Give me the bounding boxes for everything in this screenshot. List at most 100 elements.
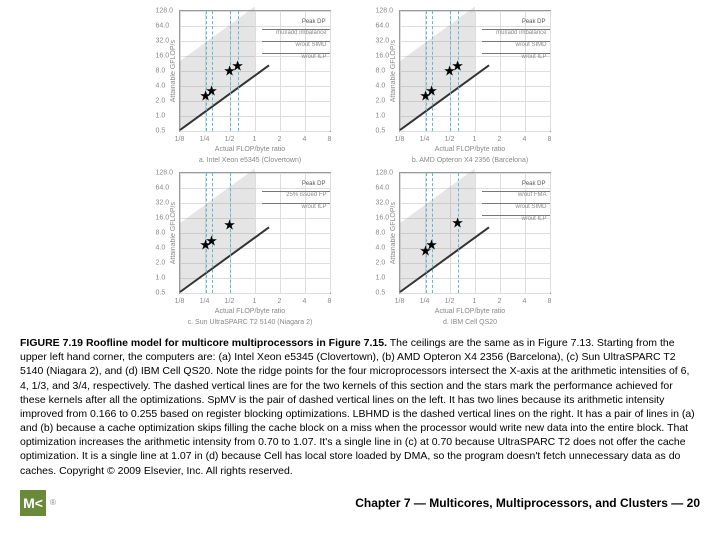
x-tick: 1/8 — [395, 136, 405, 143]
y-axis-label: Attainable GFLOP/s — [390, 40, 397, 102]
x-tick: 8 — [548, 298, 552, 305]
x-axis-label: Actual FLOP/byte ratio — [215, 146, 285, 153]
x-tick: 4 — [523, 298, 527, 305]
star-marker: ★ — [451, 215, 464, 232]
ceiling-label: w/out ILP — [301, 204, 326, 210]
vertical-dashed-line — [458, 173, 459, 293]
star-marker: ★ — [425, 83, 438, 100]
x-tick: 1/4 — [200, 298, 210, 305]
y-tick: 4.0 — [376, 83, 386, 90]
y-tick: 64.0 — [376, 185, 390, 192]
x-tick: 8 — [548, 136, 552, 143]
y-tick: 2.0 — [156, 98, 166, 105]
ceiling-label: w/out ILP — [521, 54, 546, 60]
plot-area: 128.064.032.016.08.04.02.01.00.51/81/41/… — [399, 172, 551, 294]
x-tick: 8 — [328, 136, 332, 143]
x-axis-label: Actual FLOP/byte ratio — [435, 146, 505, 153]
x-tick: 1/4 — [200, 136, 210, 143]
figure-title: Roofline model for multicore multiproces… — [86, 337, 387, 349]
plot-area: 128.064.032.016.08.04.02.01.00.51/81/41/… — [179, 172, 331, 294]
panel-caption: a. Intel Xeon e5345 (Clovertown) — [199, 157, 301, 164]
y-axis-label: Attainable GFLOP/s — [390, 202, 397, 264]
vertical-dashed-line — [426, 173, 427, 293]
y-tick: 32.0 — [376, 38, 390, 45]
registered-icon: ® — [50, 498, 56, 507]
y-tick: 4.0 — [156, 83, 166, 90]
y-tick: 16.0 — [376, 53, 390, 60]
y-tick: 8.0 — [376, 68, 386, 75]
ceiling-label: w/out ILP — [521, 216, 546, 222]
y-tick: 8.0 — [376, 230, 386, 237]
peak-label: Peak DP — [302, 19, 326, 25]
y-tick: 2.0 — [376, 260, 386, 267]
x-axis-label: Actual FLOP/byte ratio — [215, 308, 285, 315]
chapter-line: Chapter 7 — Multicores, Multiprocessors,… — [355, 496, 700, 510]
peak-label: Peak DP — [302, 181, 326, 187]
x-tick: 1/4 — [420, 298, 430, 305]
x-tick: 2 — [278, 298, 282, 305]
x-tick: 1/8 — [175, 136, 185, 143]
y-tick: 16.0 — [156, 53, 170, 60]
ceiling-label: w/out SIMD — [515, 42, 546, 48]
y-tick: 2.0 — [376, 98, 386, 105]
y-tick: 32.0 — [376, 200, 390, 207]
y-tick: 128.0 — [156, 8, 174, 15]
figure-number: FIGURE 7.19 — [20, 337, 83, 349]
y-tick: 32.0 — [156, 38, 170, 45]
plot-area: 128.064.032.016.08.04.02.01.00.51/81/41/… — [399, 10, 551, 132]
y-tick: 2.0 — [156, 260, 166, 267]
x-tick: 2 — [498, 298, 502, 305]
y-tick: 64.0 — [376, 23, 390, 30]
vertical-dashed-line — [212, 11, 213, 131]
vertical-dashed-line — [426, 11, 427, 131]
chart-panel: Attainable GFLOP/s128.064.032.016.08.04.… — [150, 172, 350, 326]
chart-panel: Attainable GFLOP/s128.064.032.016.08.04.… — [370, 10, 570, 164]
x-tick: 1/4 — [420, 136, 430, 143]
x-tick: 1 — [473, 298, 477, 305]
y-tick: 8.0 — [156, 68, 166, 75]
y-tick: 1.0 — [376, 275, 386, 282]
logo-mark: M< — [20, 490, 46, 516]
vertical-dashed-line — [432, 11, 433, 131]
x-tick: 1 — [473, 136, 477, 143]
ceiling-label: w/out SIMD — [295, 42, 326, 48]
y-tick: 128.0 — [376, 170, 394, 177]
y-tick: 128.0 — [376, 8, 394, 15]
x-tick: 2 — [278, 136, 282, 143]
plot-area: 128.064.032.016.08.04.02.01.00.51/81/41/… — [179, 10, 331, 132]
y-tick: 8.0 — [156, 230, 166, 237]
x-tick: 1/2 — [225, 136, 235, 143]
star-marker: ★ — [223, 217, 236, 234]
panel-caption: b. AMD Opteron X4 2356 (Barcelona) — [412, 157, 528, 164]
star-marker: ★ — [205, 233, 218, 250]
y-tick: 0.5 — [156, 290, 166, 297]
y-tick: 1.0 — [376, 113, 386, 120]
peak-label: Peak DP — [522, 19, 546, 25]
caption-body: The ceilings are the same as in Figure 7… — [20, 337, 695, 477]
panel-caption: d. IBM Cell QS20 — [443, 319, 497, 326]
y-tick: 1.0 — [156, 275, 166, 282]
star-marker: ★ — [231, 58, 244, 75]
x-tick: 4 — [303, 136, 307, 143]
y-tick: 16.0 — [156, 215, 170, 222]
y-tick: 64.0 — [156, 185, 170, 192]
x-tick: 1/2 — [445, 136, 455, 143]
y-tick: 128.0 — [156, 170, 174, 177]
y-tick: 32.0 — [156, 200, 170, 207]
x-tick: 8 — [328, 298, 332, 305]
star-marker: ★ — [425, 237, 438, 254]
ceiling-label: w/out ILP — [301, 54, 326, 60]
x-tick: 1/2 — [445, 298, 455, 305]
star-marker: ★ — [451, 58, 464, 75]
ceiling-label: 25% issued FP — [286, 192, 326, 198]
x-tick: 1 — [253, 136, 257, 143]
panel-caption: c. Sun UltraSPARC T2 5140 (Niagara 2) — [188, 319, 313, 326]
ceiling-label: w/out SIMD — [515, 204, 546, 210]
peak-label: Peak DP — [522, 181, 546, 187]
y-axis-label: Attainable GFLOP/s — [170, 202, 177, 264]
ceiling-label: mul/add imbalance — [496, 30, 546, 36]
y-tick: 4.0 — [156, 245, 166, 252]
y-axis-label: Attainable GFLOP/s — [170, 40, 177, 102]
vertical-dashed-line — [432, 173, 433, 293]
y-tick: 1.0 — [156, 113, 166, 120]
